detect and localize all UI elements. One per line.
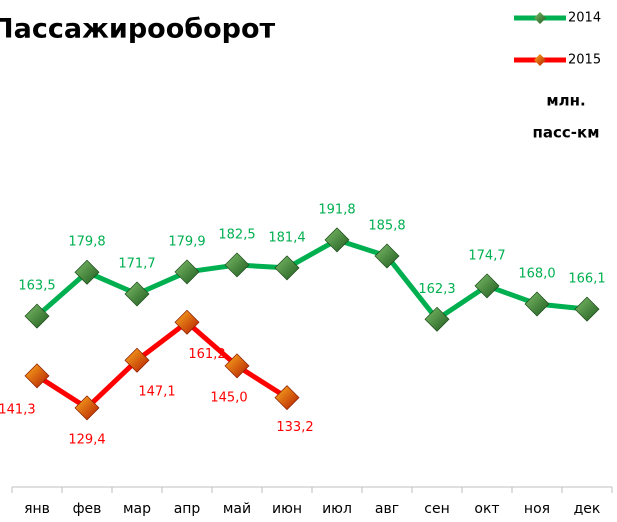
data-point xyxy=(474,273,500,299)
data-point xyxy=(374,243,400,269)
x-tick-label: сен xyxy=(424,501,449,517)
x-tick-label: авг xyxy=(375,501,399,517)
data-label: 141,3 xyxy=(0,402,36,417)
data-point xyxy=(224,353,250,379)
data-point xyxy=(74,395,100,421)
data-label: 147,1 xyxy=(138,385,175,400)
data-label: 161,2 xyxy=(188,347,225,362)
data-label: 166,1 xyxy=(568,272,605,287)
x-tick-label: янв xyxy=(24,501,50,517)
legend-label: 2015 xyxy=(568,53,601,68)
x-tick-label: дек xyxy=(574,501,601,517)
data-point xyxy=(124,281,150,307)
data-point xyxy=(124,347,150,373)
data-label: 168,0 xyxy=(518,266,555,281)
legend-marker xyxy=(534,12,546,24)
data-point xyxy=(174,259,200,285)
legend-marker xyxy=(534,54,546,66)
x-tick-label: фев xyxy=(73,501,102,517)
data-label: 145,0 xyxy=(210,390,247,405)
data-point xyxy=(174,309,200,335)
data-point xyxy=(74,259,100,285)
data-label: 133,2 xyxy=(276,420,313,435)
x-tick-label: июл xyxy=(322,501,352,517)
x-tick-label: мар xyxy=(123,501,151,517)
x-tick-label: апр xyxy=(174,501,201,517)
x-tick-label: ноя xyxy=(524,501,550,517)
data-point xyxy=(524,291,550,317)
data-label: 129,4 xyxy=(68,432,105,447)
unit-label: пасс-км xyxy=(533,124,600,142)
data-point xyxy=(574,296,600,322)
data-label: 185,8 xyxy=(368,219,405,234)
chart-title: Пассажирооборот xyxy=(0,14,276,45)
data-point xyxy=(224,252,250,278)
data-point xyxy=(274,385,300,411)
data-label: 171,7 xyxy=(118,257,155,272)
data-label: 179,8 xyxy=(68,235,105,250)
data-point xyxy=(24,363,50,389)
data-label: 179,9 xyxy=(168,234,205,249)
data-label: 163,5 xyxy=(18,279,55,294)
data-point xyxy=(24,303,50,329)
data-point xyxy=(324,227,350,253)
series-line xyxy=(35,319,289,411)
data-point xyxy=(274,255,300,281)
x-tick-label: май xyxy=(223,501,251,517)
data-point xyxy=(424,306,450,332)
unit-label: млн. xyxy=(546,92,585,110)
data-label: 162,3 xyxy=(418,282,455,297)
data-label: 181,4 xyxy=(268,230,305,245)
data-label: 182,5 xyxy=(218,227,255,242)
legend-label: 2014 xyxy=(568,11,601,26)
x-tick-label: окт xyxy=(474,501,499,517)
data-label: 191,8 xyxy=(318,202,355,217)
x-tick-label: июн xyxy=(272,501,302,517)
data-label: 174,7 xyxy=(468,248,505,263)
